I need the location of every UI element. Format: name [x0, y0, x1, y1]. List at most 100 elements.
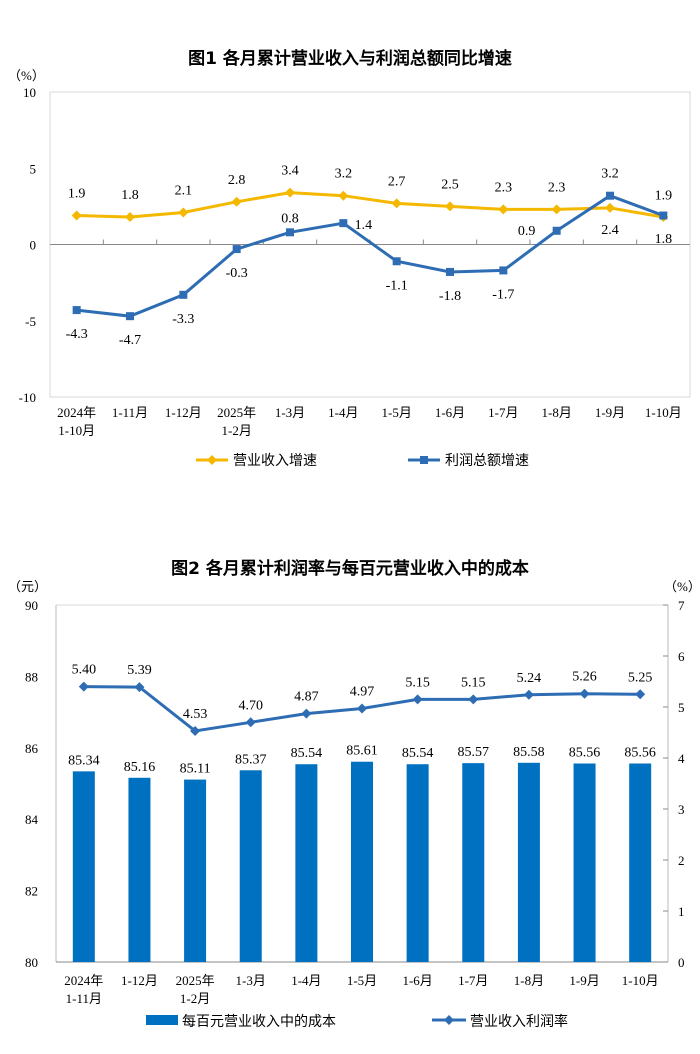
chart2-bar	[295, 764, 318, 962]
chart2-legend-label-1: 营业收入利润率	[470, 1013, 568, 1030]
chart2-bar	[406, 764, 429, 962]
chart2-x-label: 1-9月	[569, 973, 599, 988]
chart1-y-tick: 0	[30, 238, 37, 253]
chart1-point-1	[339, 219, 348, 228]
chart1-data-label: 1.8	[121, 188, 139, 203]
chart1-legend-label-1: 利润总额增速	[445, 453, 529, 469]
chart2-y-left-tick: 90	[25, 598, 38, 613]
chart1-x-label: 2025年 1-2月	[217, 405, 256, 438]
chart2-bar-label: 85.56	[624, 746, 656, 761]
chart2-y-right-tick: 6	[678, 649, 685, 664]
chart1-y-tick: 10	[23, 85, 36, 100]
chart2-line-label: 5.39	[127, 663, 152, 678]
chart1-data-label: 0.9	[518, 224, 536, 239]
chart1-point-1	[232, 245, 241, 254]
chart2-bar-label: 85.58	[513, 745, 545, 760]
chart2-y-left-tick: 86	[25, 741, 39, 756]
chart2-y-right-unit: （%）	[664, 579, 700, 594]
chart1-point-1	[392, 257, 401, 266]
chart1-data-label: -4.3	[66, 327, 88, 342]
chart2-line-point	[579, 688, 590, 699]
chart1-data-label: 2.1	[175, 183, 193, 198]
chart2-line-label: 5.26	[572, 670, 597, 685]
chart2-line-label: 5.40	[72, 663, 97, 678]
chart2-y-right-tick: 1	[678, 904, 685, 919]
chart1-data-label: 2.3	[548, 180, 566, 195]
chart2-line-point	[190, 725, 201, 736]
chart1-data-label: 3.4	[281, 164, 299, 179]
chart1-data-label: -1.1	[386, 278, 408, 293]
chart1-x-label: 1-10月	[645, 405, 682, 420]
chart1-x-label: 1-7月	[488, 405, 518, 420]
chart2-y-right-tick: 5	[678, 700, 685, 715]
chart2-legend-marker-1	[444, 1015, 454, 1025]
chart1-point-1	[659, 211, 668, 220]
chart2-bar-label: 85.57	[458, 745, 490, 760]
chart1-data-label: 1.8	[655, 232, 673, 247]
chart2-title: 图2 各月累计利润率与每百元营业收入中的成本	[171, 558, 529, 579]
chart2-bar-label: 85.54	[402, 746, 434, 761]
chart2-bar	[629, 763, 652, 962]
chart1-data-label: 1.9	[68, 187, 86, 202]
chart1-data-label: -3.3	[172, 312, 194, 327]
chart1-series-line-0	[76, 191, 664, 219]
chart2-x-label: 2025年 1-2月	[176, 973, 215, 1006]
chart2-bar	[462, 763, 485, 962]
chart2-y-left-tick: 82	[25, 884, 38, 899]
chart1-y-tick: 5	[30, 161, 37, 176]
chart1-x-label: 2024年 1-10月	[57, 405, 96, 438]
chart2-line-point	[78, 681, 89, 692]
chart1-point-1	[552, 226, 561, 235]
chart1-data-label: 2.4	[601, 223, 619, 238]
chart2-line-point	[468, 694, 479, 705]
chart1-point-0	[338, 190, 349, 201]
chart1-point-0	[498, 204, 509, 215]
chart2-bar-label: 85.11	[180, 762, 211, 777]
chart1-data-label: -0.3	[226, 266, 248, 281]
chart2-line-label: 5.24	[517, 671, 542, 686]
chart2-y-left-tick: 88	[25, 669, 38, 684]
chart2-line-label: 4.70	[238, 698, 263, 713]
chart2-y-left-unit: （元）	[8, 579, 47, 594]
chart2-y-right-tick: 4	[678, 751, 685, 766]
chart2-y-left-tick: 80	[25, 955, 38, 970]
chart2-line-label: 5.15	[405, 675, 430, 690]
chart2-legend-label-0: 每百元营业收入中的成本	[182, 1014, 336, 1030]
chart2-line-label: 4.87	[294, 690, 319, 705]
chart2-line-point	[301, 708, 312, 719]
chart1-title: 图1 各月累计营业收入与利润总额同比增速	[188, 48, 512, 69]
chart2-bar	[351, 761, 373, 962]
chart2-legend-swatch-0	[146, 1015, 178, 1025]
chart1-point-0	[605, 202, 615, 213]
chart2-x-label: 1-7月	[458, 973, 488, 988]
chart2-line-label: 4.53	[183, 707, 208, 722]
chart2-x-label: 1-3月	[236, 973, 266, 988]
chart2-x-label: 1-6月	[402, 973, 432, 988]
chart1-data-label: 2.5	[441, 177, 459, 192]
chart1-x-label: 1-5月	[381, 405, 411, 420]
chart1-x-label: 1-4月	[328, 405, 358, 420]
chart1-point-0	[445, 201, 455, 212]
chart2-bar-label: 85.16	[124, 760, 156, 775]
chart1-x-label: 1-6月	[435, 405, 465, 420]
chart2-line-label: 5.25	[628, 670, 653, 685]
chart1-point-1	[446, 267, 454, 276]
chart2-y-right-tick: 7	[678, 598, 685, 613]
chart2-line-point	[134, 682, 145, 693]
chart1-data-label: 2.3	[495, 180, 513, 195]
chart1-series-line-1	[76, 194, 664, 318]
chart1-y-tick: -5	[25, 314, 36, 329]
chart1-data-label: 3.2	[335, 167, 353, 182]
chart1-point-1	[179, 290, 188, 299]
chart2-bar	[184, 779, 207, 962]
chart2-x-label: 1-12月	[121, 973, 158, 988]
chart1-data-label: 3.2	[601, 167, 619, 182]
chart1-x-label: 1-3月	[275, 405, 305, 420]
chart2-y-right-tick: 2	[678, 853, 685, 868]
chart2-y-right-tick: 0	[678, 955, 685, 970]
chart1-y-tick: -10	[19, 390, 36, 405]
chart1-point-0	[551, 204, 562, 215]
chart2-line-label: 4.97	[350, 685, 375, 700]
chart2-line-point	[635, 689, 646, 700]
